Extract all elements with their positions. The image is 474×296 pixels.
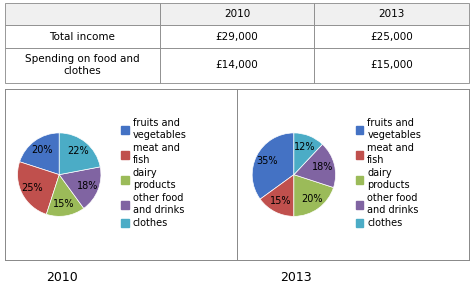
Wedge shape	[19, 133, 59, 175]
Text: 25%: 25%	[22, 183, 43, 193]
Wedge shape	[294, 175, 334, 216]
Text: 18%: 18%	[312, 162, 334, 172]
Text: 35%: 35%	[256, 156, 278, 166]
Wedge shape	[260, 175, 294, 216]
Wedge shape	[18, 162, 59, 214]
Text: 12%: 12%	[294, 142, 316, 152]
Wedge shape	[46, 175, 84, 216]
Text: 2013: 2013	[281, 271, 312, 284]
Wedge shape	[294, 144, 336, 188]
Text: 18%: 18%	[76, 181, 98, 191]
Text: 2010: 2010	[46, 271, 77, 284]
Text: 20%: 20%	[301, 194, 322, 204]
Text: 20%: 20%	[31, 145, 52, 155]
Text: 15%: 15%	[53, 199, 75, 209]
Text: 15%: 15%	[270, 197, 291, 206]
Wedge shape	[59, 133, 100, 175]
Wedge shape	[59, 167, 101, 208]
Text: 22%: 22%	[68, 147, 89, 157]
Legend: fruits and
vegetables, meat and
fish, dairy
products, other food
and drinks, clo: fruits and vegetables, meat and fish, da…	[121, 118, 187, 228]
Legend: fruits and
vegetables, meat and
fish, dairy
products, other food
and drinks, clo: fruits and vegetables, meat and fish, da…	[356, 118, 421, 228]
Wedge shape	[252, 133, 294, 199]
Wedge shape	[294, 133, 322, 175]
